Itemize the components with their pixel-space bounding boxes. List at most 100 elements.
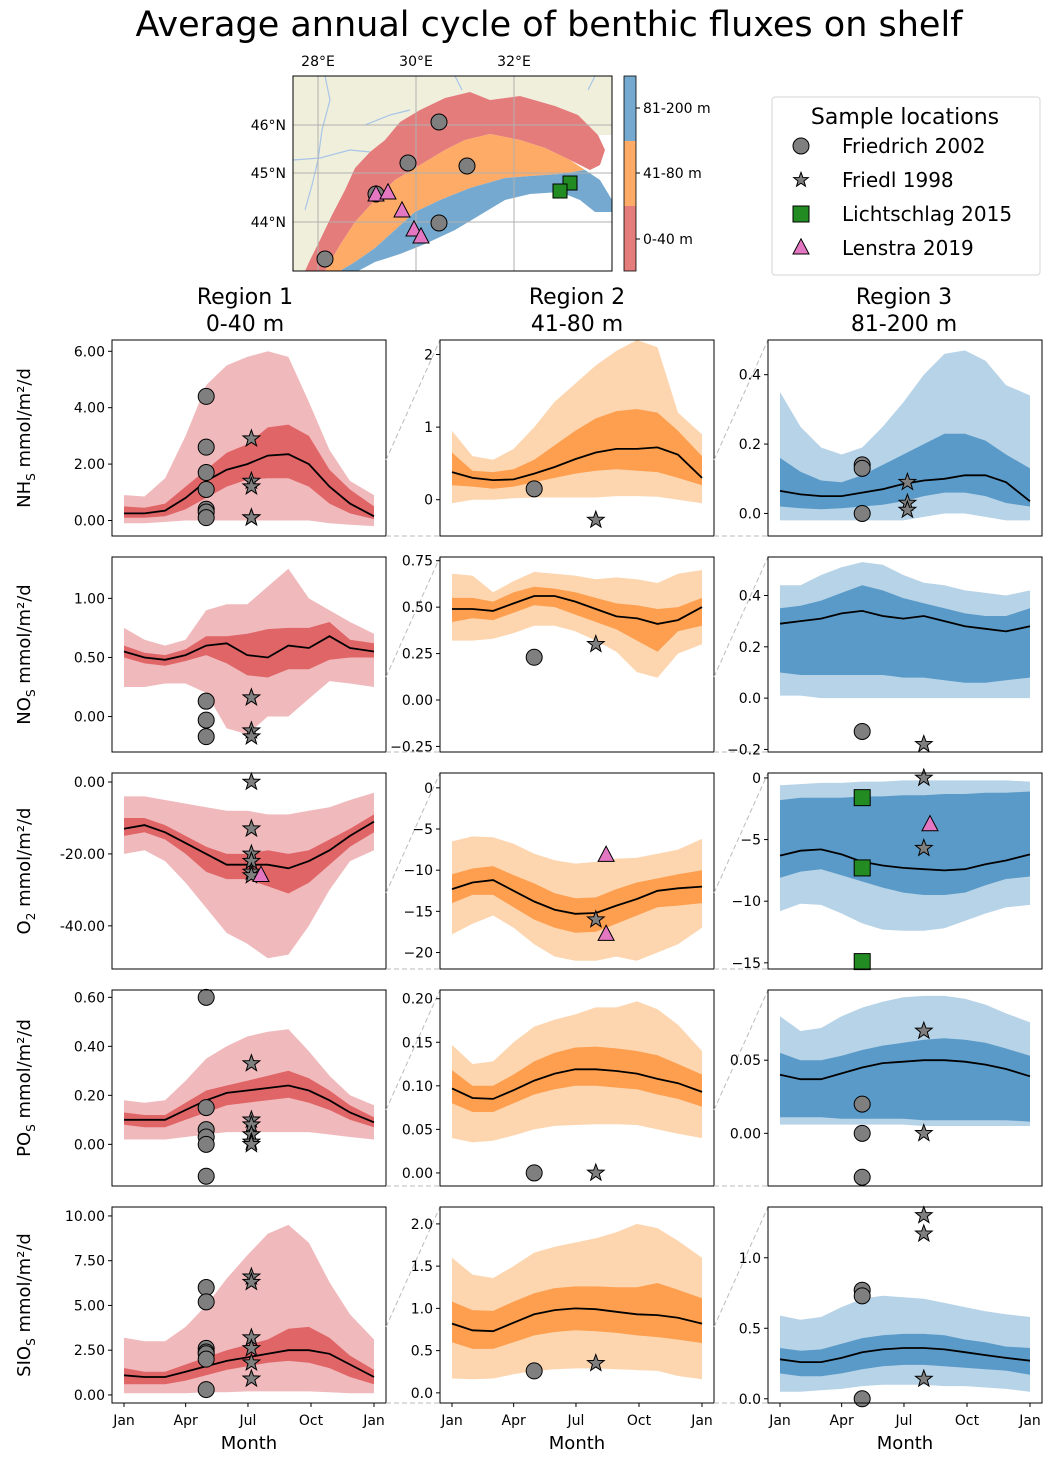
y-tick-label: 0.00	[74, 1388, 105, 1404]
inner-band	[124, 424, 374, 520]
colorbar-segment-81-200	[624, 76, 636, 141]
legend-frame	[771, 96, 1041, 276]
observation-circle	[197, 387, 215, 405]
y-tick-label: 0.05	[402, 1122, 433, 1138]
x-tick-label: Jan	[1018, 1413, 1041, 1429]
median-line	[451, 879, 703, 915]
panel-o_2-region-2: −20 −15 −10 −5 0	[403, 772, 715, 970]
observation-circle	[197, 1135, 215, 1153]
colorbar-segment-0-40	[624, 206, 636, 271]
observation-circle	[197, 509, 215, 527]
colorbar-label: 0-40 m	[643, 232, 693, 248]
map-lat-tick: 46°N	[251, 118, 286, 134]
observation-star	[241, 1053, 262, 1072]
x-tick-label: Jul	[895, 1413, 913, 1429]
legend: Sample locations Friedrich 2002 Friedl 19…	[771, 96, 1041, 276]
legend-marker-circle-icon	[792, 137, 810, 155]
panel-o_2-region-1: -40.00 -20.00 0.00 O2 mmol/m²/d	[14, 771, 387, 970]
panel-sio_s-region-3: 0.0 0.5 1.0 Jan Apr Jul Oct Jan Month	[739, 1205, 1043, 1454]
x-tick-label: Apr	[174, 1413, 198, 1429]
observation-star	[914, 1020, 934, 1040]
observation-star	[914, 837, 934, 857]
panel-no_s-region-2: −0.25 0.00 0.25 0.50 0.75	[390, 554, 715, 755]
y-tick-label: 0.00	[402, 1166, 433, 1182]
x-tick-label: Jan	[440, 1413, 463, 1429]
colorbar-label: 81-200 m	[643, 101, 711, 117]
observation-circle	[197, 988, 215, 1006]
inner-band	[452, 1283, 702, 1349]
region-title: Region 3	[856, 285, 952, 310]
axes-frame	[439, 772, 715, 970]
y-tick-label: 1.0	[411, 1301, 433, 1317]
y-tick-label: 0.00	[402, 693, 433, 709]
observation-star	[586, 909, 606, 928]
observation-circle	[197, 1350, 215, 1368]
legend-marker-star-icon	[792, 170, 810, 188]
panel-nh_s-region-3: 0.0 0.2 0.4	[739, 339, 1043, 537]
inner-band	[452, 1046, 702, 1112]
panel-sio_s-region-2: 0.0 0.5 1.0 1.5 2.0 Jan Apr Jul Oct Jan Month	[411, 1206, 715, 1454]
region-titles: Region 1 0-40 m Region 2 41-80 m Region …	[197, 285, 957, 337]
observation-star	[897, 499, 918, 519]
observation-star	[241, 1368, 262, 1388]
map-marker-lenstra	[405, 219, 423, 237]
map-lat-tick: 44°N	[251, 215, 286, 231]
observation-star	[241, 687, 262, 707]
observation-circle	[197, 480, 215, 498]
observation-circle	[525, 648, 543, 666]
observation-star	[241, 428, 262, 447]
y-tick-label: −20	[403, 946, 433, 962]
y-tick-label: −15	[731, 956, 761, 972]
y-tick-label: 0	[424, 493, 433, 509]
observation-circle	[853, 1168, 871, 1186]
observation-circle	[853, 1287, 871, 1305]
y-tick-label: −5	[412, 822, 433, 838]
y-axis-label: NOS mmol/m²/d	[14, 584, 38, 724]
map-marker-lenstra	[412, 226, 430, 244]
observation-star	[586, 1162, 606, 1182]
observation-circle	[525, 1362, 543, 1380]
observation-circle	[197, 1293, 215, 1311]
zoom-connector	[713, 556, 769, 678]
y-axis-label: NHS mmol/m²/d	[14, 368, 38, 508]
zoom-connector	[385, 1206, 441, 1328]
y-tick-label: 0.0	[739, 1392, 761, 1408]
y-tick-label: 5.00	[74, 1298, 105, 1314]
observation-circle	[197, 1381, 215, 1399]
observation-square	[853, 789, 871, 807]
observation-star	[897, 471, 918, 491]
observation-star	[241, 1352, 262, 1371]
x-tick-label: Apr	[830, 1413, 854, 1429]
y-tick-label: 0.4	[739, 368, 761, 384]
map-marker-friedrich	[430, 214, 448, 232]
median-line	[779, 609, 1031, 633]
observation-circle	[197, 1279, 215, 1297]
y-tick-label: 1.00	[74, 591, 105, 607]
panel-no_s-region-1: 0.00 0.50 1.00 NOS mmol/m²/d	[14, 556, 387, 753]
region-title: Region 2	[529, 285, 625, 310]
y-tick-label: 0.10	[402, 1079, 433, 1095]
observation-star	[914, 767, 934, 787]
axes-frame	[767, 1206, 1043, 1404]
y-tick-label: 0.20	[74, 1088, 105, 1104]
observation-square	[853, 953, 871, 971]
y-tick-label: 0.00	[74, 513, 105, 529]
inner-band	[780, 433, 1030, 510]
inner-band	[124, 1326, 374, 1385]
y-tick-label: 0.5	[739, 1321, 761, 1337]
median-line	[779, 1347, 1031, 1363]
observation-star	[586, 1353, 606, 1372]
y-tick-label: −5	[740, 833, 761, 849]
y-tick-label: 1.5	[411, 1259, 433, 1275]
observation-triangle	[597, 845, 615, 862]
zoom-connector	[713, 339, 769, 461]
observation-star	[586, 509, 606, 529]
inner-band	[780, 1038, 1030, 1122]
x-tick-label: Jul	[567, 1413, 585, 1429]
y-tick-label: 0.00	[74, 1137, 105, 1153]
y-tick-label: 0	[424, 781, 433, 797]
observation-circle	[197, 438, 215, 456]
observation-triangle	[597, 924, 615, 941]
y-tick-label: 2.0	[411, 1217, 433, 1233]
